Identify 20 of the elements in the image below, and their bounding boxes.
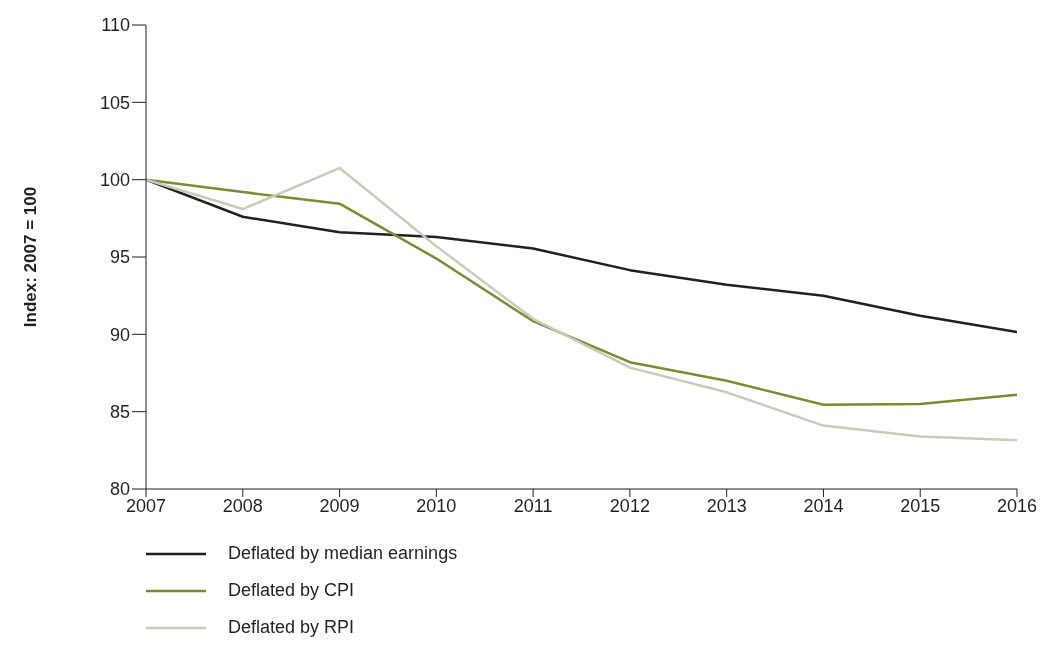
x-tick-label: 2008 bbox=[222, 495, 263, 516]
y-tick-label: 90 bbox=[109, 324, 130, 345]
y-tick-label: 110 bbox=[101, 15, 130, 36]
legend-label: Deflated by median earnings bbox=[228, 543, 458, 564]
x-tick-label: 2014 bbox=[803, 495, 844, 516]
line-series bbox=[146, 166, 1017, 442]
y-tick-label: 95 bbox=[109, 247, 130, 268]
x-tick-label: 2009 bbox=[319, 495, 360, 516]
y-axis-title: Index: 2007 = 100 bbox=[21, 186, 41, 328]
legend-label: Deflated by RPI bbox=[228, 617, 355, 638]
x-tick-label: 2013 bbox=[706, 495, 747, 516]
x-tick-label: 2010 bbox=[416, 495, 457, 516]
y-tick-label: 100 bbox=[99, 170, 130, 191]
y-tick-label: 105 bbox=[99, 92, 130, 113]
y-tick-label: 85 bbox=[109, 402, 130, 423]
legend-label: Deflated by CPI bbox=[228, 580, 355, 601]
x-tick-label: 2015 bbox=[900, 495, 941, 516]
x-tick-label: 2011 bbox=[513, 495, 553, 516]
x-tick-label: 2012 bbox=[609, 495, 650, 516]
x-tick-label: 2016 bbox=[996, 495, 1038, 516]
